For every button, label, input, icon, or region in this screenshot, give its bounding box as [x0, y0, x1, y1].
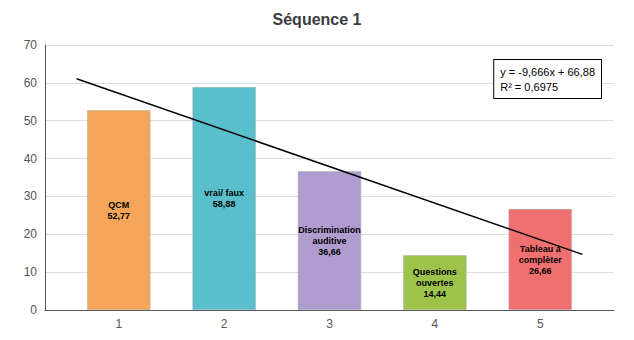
svg-text:70: 70	[24, 38, 38, 52]
svg-text:4: 4	[432, 317, 439, 331]
svg-text:20: 20	[24, 227, 38, 241]
svg-text:14,44: 14,44	[424, 289, 447, 299]
svg-text:52,77: 52,77	[107, 211, 130, 221]
svg-text:26,66: 26,66	[529, 266, 552, 276]
svg-text:1: 1	[115, 317, 122, 331]
svg-text:complèter: complèter	[519, 255, 563, 265]
svg-text:3: 3	[326, 317, 333, 331]
svg-text:QCM: QCM	[108, 200, 129, 210]
svg-text:50: 50	[24, 114, 38, 128]
svg-text:60: 60	[24, 76, 38, 90]
svg-text:Séquence 1: Séquence 1	[273, 11, 362, 28]
svg-text:30: 30	[24, 189, 38, 203]
svg-text:0: 0	[30, 303, 37, 317]
svg-text:Discrimination: Discrimination	[298, 225, 361, 235]
svg-text:40: 40	[24, 152, 38, 166]
svg-text:vrai/ faux: vrai/ faux	[204, 188, 244, 198]
svg-text:auditive: auditive	[312, 236, 346, 246]
svg-text:5: 5	[537, 317, 544, 331]
svg-text:ouvertes: ouvertes	[416, 278, 454, 288]
svg-text:R² = 0,6975: R² = 0,6975	[500, 81, 558, 93]
svg-text:10: 10	[24, 265, 38, 279]
svg-text:36,66: 36,66	[318, 247, 341, 257]
svg-text:2: 2	[221, 317, 228, 331]
svg-text:Questions: Questions	[413, 267, 457, 277]
svg-text:y = -9,666x + 66,88: y = -9,666x + 66,88	[500, 66, 595, 78]
svg-text:58,88: 58,88	[213, 199, 236, 209]
svg-text:Tableau à: Tableau à	[519, 243, 561, 254]
